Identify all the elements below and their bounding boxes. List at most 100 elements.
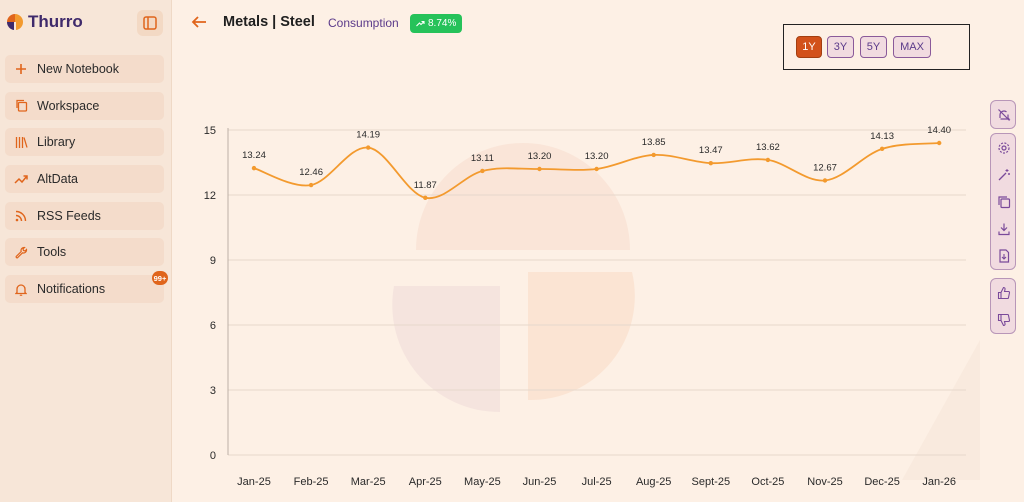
x-tick-label: Apr-25 [409, 476, 442, 488]
range-button-max[interactable]: MAX [893, 36, 931, 58]
sidebar-item-label: RSS Feeds [37, 208, 101, 223]
x-tick-label: Feb-25 [294, 476, 329, 488]
sidebar-item-label: Tools [37, 245, 67, 260]
sidebar-item-notifications[interactable]: Notifications 99+ [5, 271, 168, 304]
thumbs-up-icon [997, 286, 1011, 299]
magic-button[interactable] [991, 161, 1017, 188]
back-arrow-icon[interactable] [190, 13, 208, 31]
copy-icon [998, 195, 1011, 208]
notifications-badge: 99+ [152, 271, 168, 286]
data-point[interactable] [594, 166, 599, 172]
sidebar-item-label: Library [37, 135, 76, 150]
trend-icon [14, 172, 28, 186]
x-tick-label: Dec-25 [864, 476, 899, 488]
data-point[interactable] [537, 166, 542, 172]
data-label: 13.11 [471, 153, 494, 164]
data-point[interactable] [366, 145, 371, 150]
sidebar-item-rss-feeds[interactable]: RSS Feeds [5, 201, 164, 230]
y-tick-label: 12 [204, 190, 216, 202]
x-tick-label: Sept-25 [692, 476, 731, 488]
y-tick-label: 0 [210, 450, 216, 462]
file-export-icon [999, 248, 1010, 263]
action-toolbar-group [990, 133, 1016, 270]
data-point[interactable] [822, 178, 828, 183]
y-tick-label: 3 [210, 385, 216, 397]
data-point[interactable] [480, 168, 485, 174]
data-label: 13.85 [642, 137, 666, 148]
brand-name: Thurro [28, 12, 83, 31]
data-point[interactable] [937, 140, 942, 146]
sidebar-item-label: Workspace [37, 98, 100, 113]
bell-off-icon [998, 108, 1011, 121]
watermark-logo [392, 143, 980, 480]
thumbs-down-icon [997, 313, 1011, 326]
data-point[interactable] [651, 152, 656, 158]
y-tick-label: 15 [204, 125, 216, 137]
change-value: 8.74% [428, 18, 457, 29]
data-label: 12.46 [299, 167, 323, 178]
x-tick-label: Aug-25 [636, 476, 671, 488]
thurro-logo-icon [6, 14, 24, 30]
range-button-5y[interactable]: 5Y [860, 36, 887, 58]
like-button[interactable] [991, 279, 1017, 306]
data-points [251, 140, 942, 201]
magic-wand-icon [998, 168, 1010, 180]
trend-up-icon [416, 20, 425, 27]
alert-toolbar-group [990, 100, 1016, 129]
x-tick-label: Mar-25 [351, 476, 386, 488]
sidebar-item-library[interactable]: Library [5, 128, 164, 157]
sidebar-toggle-button[interactable] [137, 10, 163, 36]
data-point[interactable] [251, 165, 257, 171]
dislike-button[interactable] [991, 306, 1017, 333]
sidebar-item-new-notebook[interactable]: New Notebook [5, 55, 164, 83]
copy-button[interactable] [991, 188, 1017, 215]
data-labels: 13.24 12.46 14.19 11.87 13.11 13.20 13.20 13.85… [242, 125, 951, 191]
y-tick-label: 9 [210, 255, 216, 267]
data-point[interactable] [708, 160, 713, 166]
data-label: 14.19 [356, 130, 380, 141]
data-label: 13.24 [242, 150, 266, 161]
x-tick-label: May-25 [464, 476, 501, 488]
range-selector [783, 24, 970, 70]
x-tick-label: Nov-25 [807, 476, 842, 488]
feedback-toolbar-group [990, 278, 1016, 334]
page-subtitle: Consumption [328, 16, 399, 30]
chart-grid [228, 129, 966, 456]
x-tick-label: Jan-25 [237, 476, 271, 488]
bell-icon [14, 282, 28, 296]
x-axis: Jan-25 Feb-25 Mar-25 Apr-25 May-25 Jun-25 Jul-… [237, 476, 956, 488]
export-button[interactable] [991, 242, 1017, 269]
settings-button[interactable] [991, 134, 1017, 161]
rss-icon [14, 209, 28, 223]
x-tick-label: Oct-25 [751, 476, 784, 488]
plus-icon [14, 62, 28, 76]
page-title: Metals | Steel [223, 14, 315, 30]
y-tick-label: 6 [210, 320, 216, 332]
copy-icon [14, 99, 28, 113]
data-point[interactable] [879, 146, 885, 152]
sidebar-item-label: Notifications [37, 282, 106, 297]
data-label: 11.87 [414, 180, 437, 191]
sidebar-item-label: AltData [37, 172, 78, 187]
sidebar-item-label: New Notebook [37, 62, 119, 76]
data-point[interactable] [423, 195, 428, 201]
range-button-3y[interactable]: 3Y [827, 36, 854, 58]
download-icon [998, 223, 1010, 235]
sidebar-item-tools[interactable]: Tools [5, 238, 164, 267]
range-button-1y[interactable]: 1Y [796, 36, 822, 58]
brand[interactable]: Thurro [6, 12, 83, 32]
x-tick-label: Jun-25 [523, 476, 557, 488]
data-point[interactable] [308, 182, 314, 188]
data-point[interactable] [765, 157, 771, 163]
sidebar-item-workspace[interactable]: Workspace [5, 91, 164, 120]
download-button[interactable] [991, 215, 1017, 242]
data-label: 13.20 [585, 151, 609, 162]
change-badge: 8.74% [410, 14, 463, 33]
sidebar-item-altdata[interactable]: AltData [5, 165, 164, 194]
data-label: 12.67 [813, 162, 837, 173]
gear-icon [998, 141, 1010, 154]
mute-alert-button[interactable] [991, 101, 1017, 128]
x-tick-label: Jul-25 [582, 476, 612, 488]
wrench-icon [14, 245, 28, 259]
